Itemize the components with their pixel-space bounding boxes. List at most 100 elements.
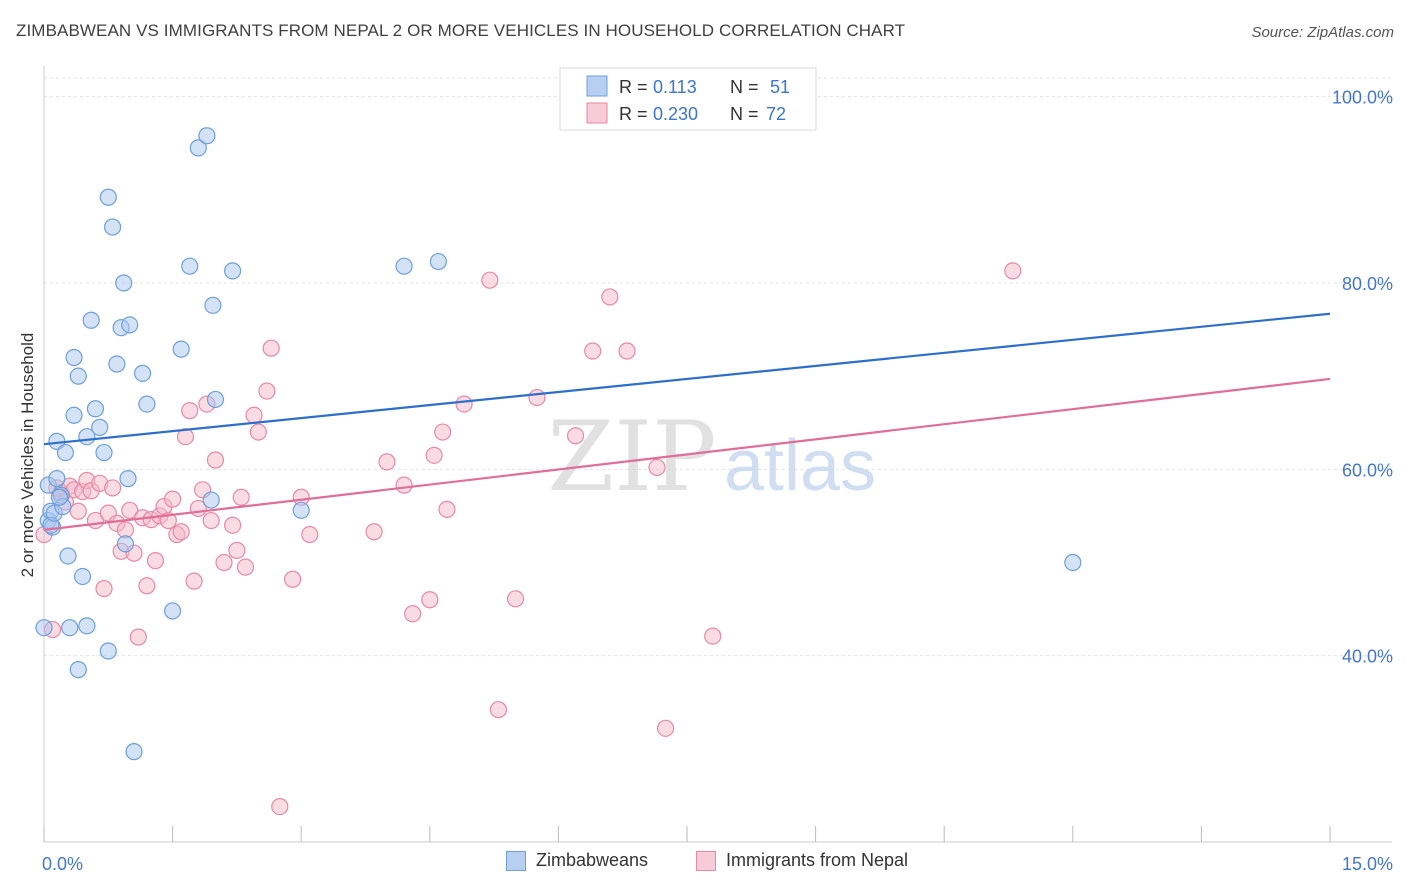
data-point (1004, 262, 1022, 280)
data-point (172, 523, 190, 541)
data-point (121, 316, 139, 334)
data-point (236, 558, 255, 576)
data-point (262, 339, 280, 357)
x-tick-label: 0.0% (42, 854, 83, 874)
data-point (232, 488, 250, 506)
data-point (69, 502, 87, 520)
series-zimbabweans (35, 127, 1082, 761)
legend-r-value: 0.113 (653, 77, 697, 97)
y-axis-label: 2 or more Vehicles in Household (18, 332, 37, 578)
data-point (56, 443, 75, 462)
data-point (249, 423, 267, 441)
data-point (185, 572, 203, 590)
data-point (481, 271, 499, 289)
data-point (202, 511, 220, 530)
data-point (224, 262, 242, 280)
data-point (99, 188, 117, 206)
data-point (69, 367, 87, 385)
data-point (108, 355, 126, 373)
data-point (489, 701, 507, 719)
watermark-atlas: atlas (724, 426, 876, 506)
data-point (215, 553, 233, 572)
bottom-legend-label: Immigrants from Nepal (726, 850, 909, 870)
data-point (1064, 553, 1082, 572)
legend-swatch-blue (586, 75, 608, 97)
data-point (284, 570, 302, 588)
data-point (61, 619, 79, 637)
data-point (618, 342, 636, 360)
legend-n-label: N = (730, 77, 759, 97)
trend-lines (43, 312, 1331, 531)
data-point (164, 602, 182, 620)
data-point (404, 605, 422, 623)
data-point (395, 257, 413, 275)
legend-r-label: R = (619, 77, 648, 97)
series-immigrants-from-nepal (35, 262, 1022, 816)
bottom-legend-item-nepal: Immigrants from Nepal (696, 850, 908, 871)
data-point (138, 577, 156, 595)
data-point (103, 479, 122, 497)
data-point (95, 579, 113, 598)
data-point (528, 388, 546, 407)
data-point (35, 619, 53, 637)
data-point (245, 406, 263, 424)
data-point (65, 406, 83, 424)
bottom-legend-swatch-pink (696, 850, 716, 871)
data-point (434, 423, 452, 441)
data-point (116, 535, 135, 553)
data-point (301, 525, 319, 544)
data-point (704, 627, 722, 645)
data-point (438, 500, 456, 518)
data-point (121, 501, 139, 519)
data-point (206, 390, 225, 409)
y-tick-label: 40.0% (1342, 647, 1393, 667)
data-point (50, 488, 69, 506)
bottom-legend-swatch-blue (506, 850, 526, 871)
y-tick-label: 80.0% (1342, 274, 1393, 294)
data-point (566, 427, 585, 445)
data-point (119, 470, 137, 488)
data-point (648, 458, 666, 477)
data-point (421, 591, 439, 609)
trend-line-blue (43, 312, 1331, 446)
data-point (425, 446, 443, 464)
data-point (204, 296, 222, 314)
data-point (202, 491, 220, 509)
legend-n-value: 72 (766, 104, 786, 124)
data-point (365, 523, 383, 541)
data-point (181, 257, 199, 275)
data-point (78, 617, 96, 635)
legend-r-label: R = (619, 104, 648, 124)
data-point (506, 590, 525, 608)
watermark-zip: ZIP (547, 401, 716, 513)
data-point (429, 252, 447, 271)
chart-title: ZIMBABWEAN VS IMMIGRANTS FROM NEPAL 2 OR… (16, 21, 906, 40)
y-tick-label: 60.0% (1342, 460, 1393, 480)
data-point (172, 340, 190, 358)
data-point (86, 400, 105, 418)
bottom-legend: Zimbabweans Immigrants from Nepal (0, 850, 1406, 880)
watermark: ZIP atlas (547, 401, 876, 513)
data-point (601, 288, 619, 306)
data-point (395, 476, 413, 494)
bottom-legend-label: Zimbabweans (536, 850, 649, 870)
data-point (455, 395, 473, 413)
data-point (73, 567, 92, 586)
legend-r-value: 0.230 (653, 104, 698, 124)
data-point (99, 642, 117, 660)
data-point (125, 743, 143, 761)
data-point (129, 628, 147, 646)
axes (43, 66, 1392, 843)
data-point (228, 541, 246, 559)
data-point (65, 348, 83, 367)
legend-swatch-pink (586, 102, 608, 124)
data-point (584, 342, 602, 360)
tick-labels: 40.0% 60.0% 80.0% 100.0% 0.0% 15.0% (42, 88, 1393, 874)
data-point (292, 501, 310, 519)
data-point (115, 274, 133, 292)
data-point (138, 395, 156, 413)
data-point (48, 470, 66, 488)
bottom-legend-item-zimbabweans: Zimbabweans (506, 850, 648, 871)
data-point (91, 418, 109, 436)
data-point (82, 311, 100, 329)
